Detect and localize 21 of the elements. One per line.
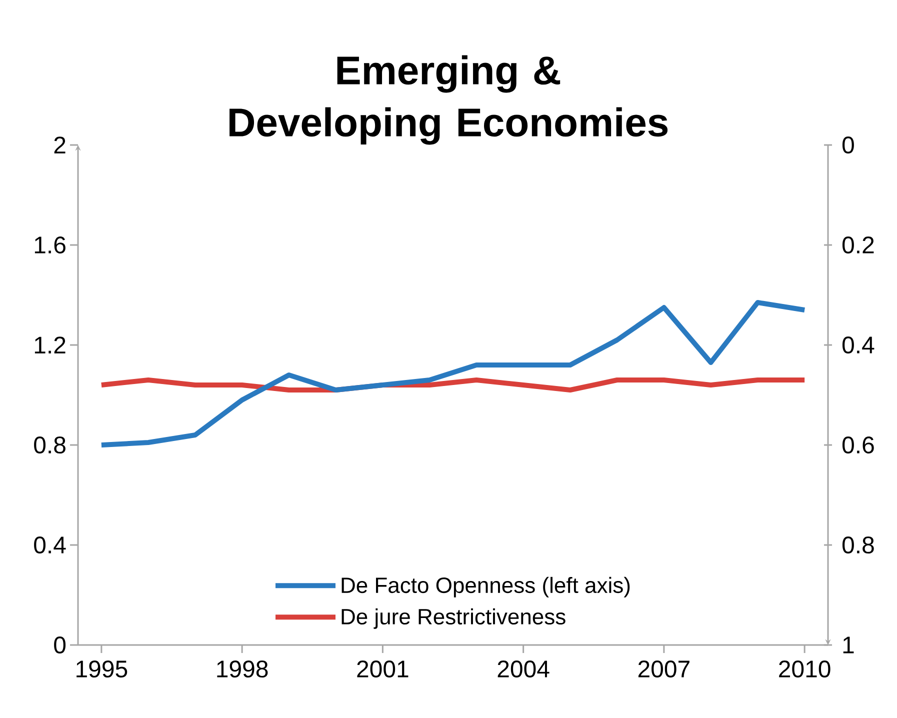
y-tick-label: 0.8 [34,436,66,454]
x-tick-label: 2004 [498,660,550,678]
y2-tick-label: 1 [843,636,854,654]
x-tick-label: 2001 [357,660,408,678]
y2-tick-label: 0.2 [842,236,874,254]
y2-tick-label: 0.8 [842,536,874,554]
legend-label: De Facto Openness (left axis) [342,576,630,598]
y-tick-label: 0 [54,636,66,654]
legend-label: De jure Restrictiveness [342,608,566,629]
x-tick-label: 1998 [217,660,268,678]
y2-tick-label: 0.4 [842,336,874,354]
y2-tick-label: 0.6 [842,436,874,454]
x-tick-label: 1995 [76,660,128,678]
y-tick-label: 2 [54,136,66,154]
y2-tick-label: 0 [842,136,854,154]
y-tick-label: 1.2 [34,336,66,354]
y-tick-label: 0.4 [34,536,66,554]
x-tick-label: 2010 [779,660,830,678]
chart-title: Emerging & Developing Economies [230,55,668,145]
y-tick-label: 1.6 [34,236,66,254]
x-tick-label: 2007 [638,660,690,678]
